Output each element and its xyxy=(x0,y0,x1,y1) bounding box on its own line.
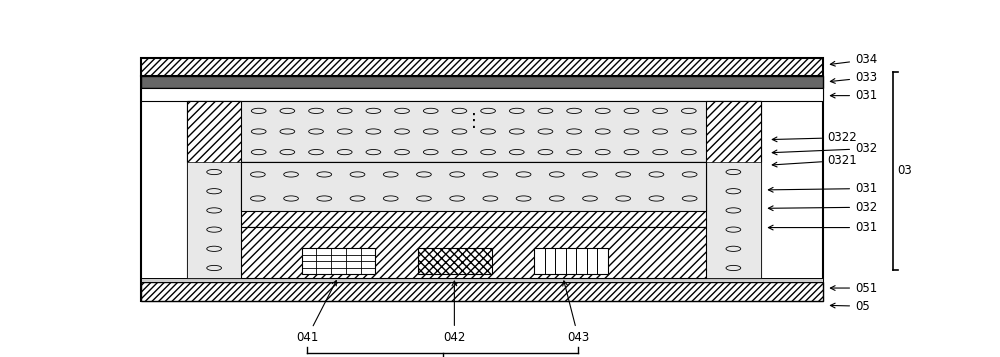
Text: 0321: 0321 xyxy=(772,154,857,167)
Bar xyxy=(140,58,822,76)
Bar xyxy=(418,248,492,274)
Bar xyxy=(140,278,822,282)
Bar xyxy=(187,101,761,162)
Text: 031: 031 xyxy=(830,89,877,102)
Text: 05: 05 xyxy=(830,300,870,313)
Bar xyxy=(706,101,761,278)
Bar xyxy=(302,248,375,274)
Bar xyxy=(241,227,706,278)
Text: ⋮: ⋮ xyxy=(465,112,483,130)
Bar xyxy=(241,162,706,227)
Text: 043: 043 xyxy=(563,281,590,344)
Text: 041: 041 xyxy=(296,281,336,344)
Text: 0322: 0322 xyxy=(772,131,857,144)
Text: 051: 051 xyxy=(830,282,877,295)
Text: 042: 042 xyxy=(443,281,466,344)
Text: 034: 034 xyxy=(830,54,877,66)
Bar xyxy=(187,101,241,278)
Bar xyxy=(140,76,822,88)
Bar xyxy=(187,162,241,278)
Bar xyxy=(140,88,822,101)
Text: 03: 03 xyxy=(898,164,912,177)
Bar xyxy=(241,162,706,211)
Text: 031: 031 xyxy=(768,182,877,195)
Bar xyxy=(140,282,822,301)
Text: 033: 033 xyxy=(830,71,877,84)
Text: 031: 031 xyxy=(768,221,877,234)
Bar xyxy=(140,76,822,301)
Text: 032: 032 xyxy=(768,201,877,214)
Bar xyxy=(706,162,761,278)
Bar xyxy=(534,248,608,274)
Text: 032: 032 xyxy=(772,142,877,155)
